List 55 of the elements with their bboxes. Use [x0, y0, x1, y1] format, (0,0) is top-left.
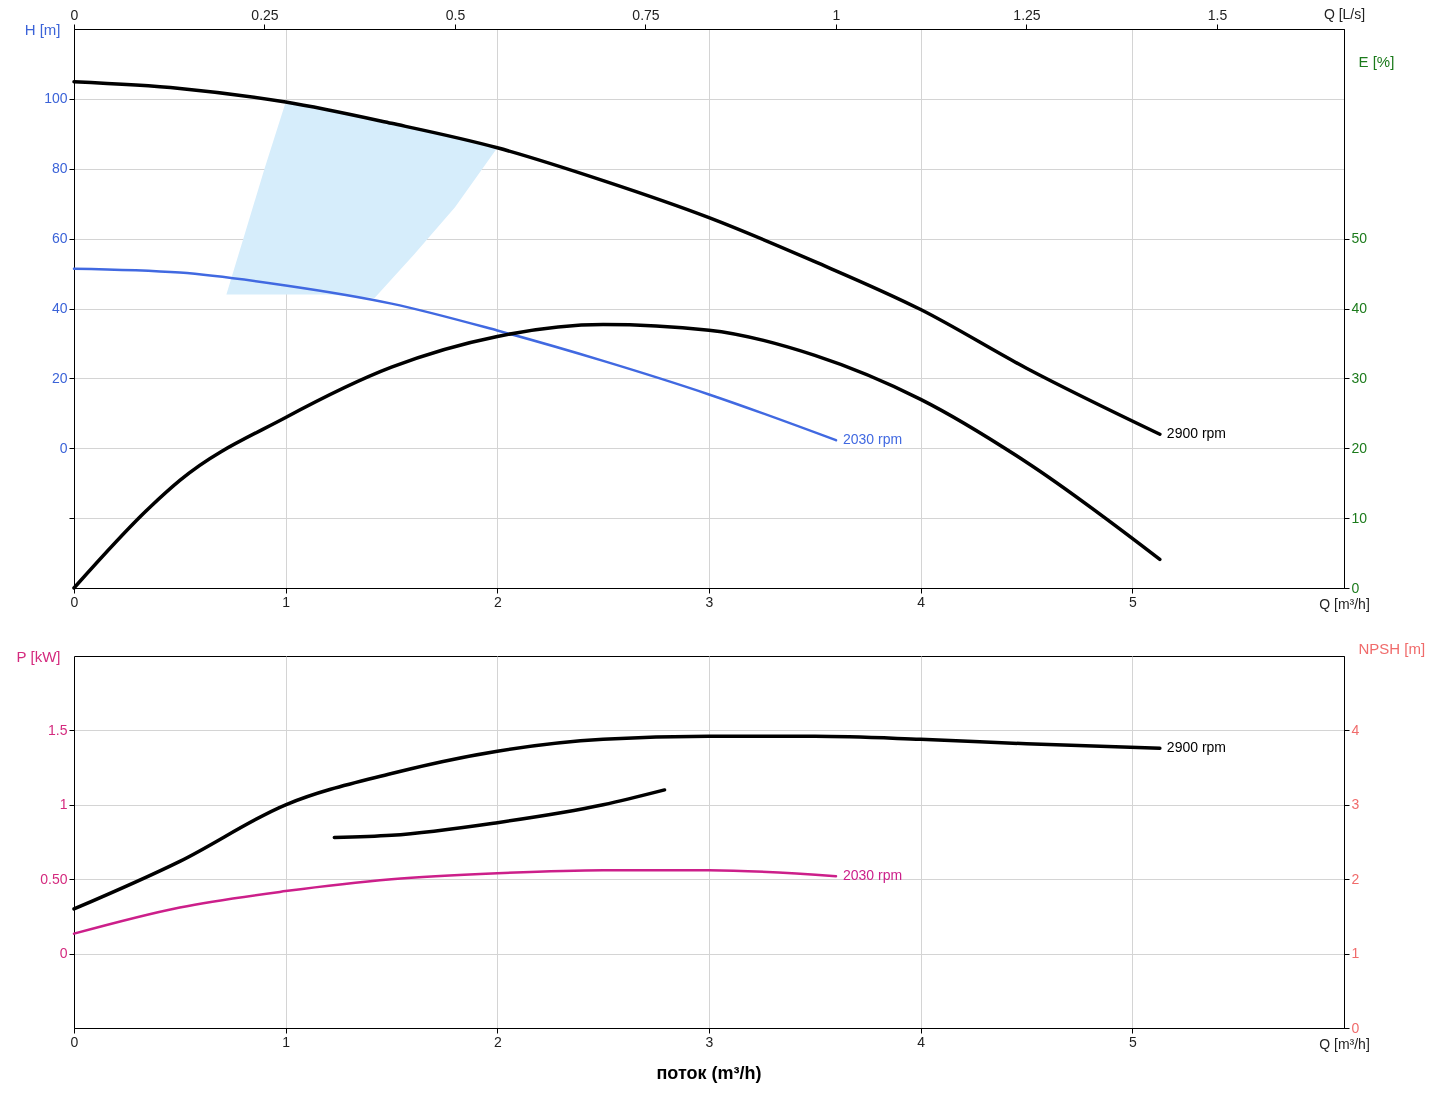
y-tick-label: 1	[59, 796, 68, 813]
x2-tick-label: 1.25	[1013, 6, 1041, 23]
y-tick-label: 80	[51, 160, 68, 177]
x2-tick-label: 0.75	[632, 6, 660, 23]
line-series	[72, 869, 838, 935]
y-tick-label: 60	[51, 230, 68, 247]
y-tick-label: 0.50	[40, 870, 68, 887]
y2-tick-label: 3	[1351, 796, 1360, 813]
y-tick-label: 0	[59, 439, 68, 456]
series-label: 2030 rpm	[843, 431, 903, 448]
x-axis-title: Q [m³/h]	[1319, 595, 1370, 612]
y-tick-label: 100	[44, 90, 68, 107]
series-label: 2030 rpm	[843, 867, 903, 884]
line-series	[72, 267, 838, 442]
y-tick-label: 1.5	[48, 721, 68, 738]
y-tick-label: 20	[51, 369, 68, 386]
x-tick-label: 1	[282, 593, 291, 610]
x-tick-label: 5	[1128, 593, 1137, 610]
y2-axis-title: NPSH [m]	[1358, 639, 1426, 657]
x2-tick-label: 0.5	[445, 6, 466, 23]
y2-tick-label: 30	[1351, 369, 1368, 386]
x-tick-label: 2	[493, 593, 502, 610]
x-tick-label: 5	[1128, 1033, 1137, 1050]
y-axis-title: H [m]	[24, 20, 61, 38]
y-axis-title: P [kW]	[16, 647, 61, 665]
x-tick-label: 3	[705, 1033, 714, 1050]
x-tick-label: 3	[705, 593, 714, 610]
x-tick-label: 4	[917, 593, 926, 610]
x-tick-label: 0	[70, 593, 79, 610]
y2-tick-label: 1	[1351, 945, 1360, 962]
y-tick-label: 40	[51, 300, 68, 316]
y-tick-label: 0	[59, 945, 68, 962]
series-label: 2900 rpm	[1166, 425, 1227, 442]
x2-tick-label: 1.5	[1207, 6, 1228, 23]
x-axis-title: Q [m³/h]	[1319, 1035, 1370, 1052]
series-label: 2900 rpm	[1166, 739, 1227, 756]
x-tick-label: 0	[70, 1033, 79, 1050]
x2-tick-label: 0.25	[251, 6, 279, 23]
y2-tick-label: 40	[1351, 300, 1368, 316]
x-tick-label: 1	[282, 1033, 291, 1050]
x2-tick-label: 1	[832, 6, 841, 23]
line-series	[332, 788, 667, 840]
x-tick-label: 4	[917, 1033, 926, 1050]
y2-tick-label: 50	[1351, 230, 1368, 247]
x2-axis-title: Q [L/s]	[1323, 5, 1366, 22]
y2-tick-label: 2	[1351, 870, 1360, 887]
y2-tick-label: 10	[1351, 509, 1368, 526]
y2-tick-label: 20	[1351, 439, 1368, 456]
text: поток (m³/h)	[656, 1063, 762, 1083]
y2-tick-label: 0	[1351, 1019, 1360, 1036]
y2-axis-title: E [%]	[1358, 52, 1395, 70]
y2-tick-label: 4	[1351, 721, 1360, 738]
y2-tick-label: 0	[1351, 579, 1360, 596]
x2-tick-label: 0	[70, 6, 79, 23]
x-tick-label: 2	[493, 1033, 502, 1050]
